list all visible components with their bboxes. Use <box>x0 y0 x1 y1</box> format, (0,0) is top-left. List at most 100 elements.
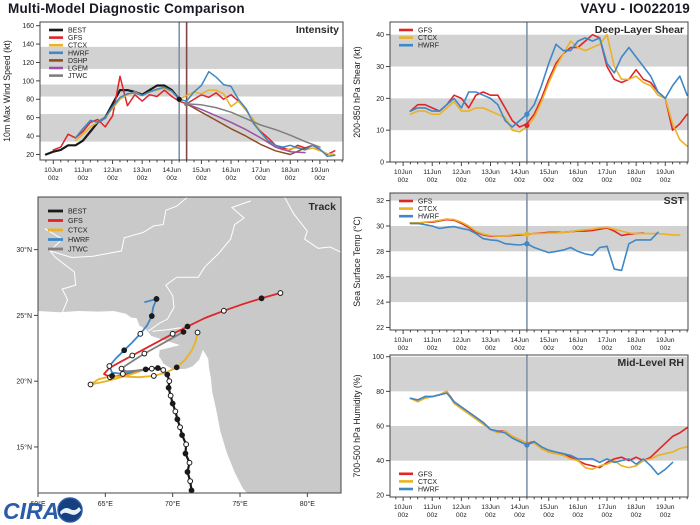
series-CTCX-line <box>409 218 681 237</box>
panel-sst: 22242628303210Jun00z11Jun00z12Jun00z13Ju… <box>352 192 689 352</box>
country-border <box>148 200 251 332</box>
x-tick-label-day: 14Jun <box>163 167 182 174</box>
band <box>40 46 343 69</box>
x-tick-label-day: 12Jun <box>452 337 471 344</box>
x-tick-label-hour: 00z <box>543 512 555 519</box>
y-tick-label: 0 <box>380 159 384 166</box>
series-CTCX-line <box>74 87 336 156</box>
y-tick-label: 40 <box>26 133 34 140</box>
lat-tick-label: 15°N <box>16 443 32 451</box>
track-marker-open <box>150 373 157 379</box>
x-tick-label-day: 14Jun <box>510 504 529 511</box>
track-marker-open <box>106 363 113 369</box>
x-tick-label-day: 16Jun <box>569 169 588 176</box>
series-HWRF-line <box>409 392 674 476</box>
plot-frame <box>39 21 344 161</box>
analysis-dot-HWRF <box>524 111 530 117</box>
legend-label-GFS: GFS <box>418 471 433 478</box>
x-tick-label-day: 19Jun <box>656 504 675 511</box>
track-marker-open <box>137 330 144 337</box>
x-tick-label-day: 17Jun <box>598 504 617 511</box>
shear-panel: 01020304010Jun00z11Jun00z12Jun00z13Jun00… <box>352 21 689 184</box>
rh-panel: 2040608010010Jun00z11Jun00z12Jun00z13Jun… <box>352 354 689 519</box>
panel-title: Intensity <box>296 24 339 36</box>
cira-logo-text: CIRA <box>3 498 59 524</box>
legend-label-JTWC: JTWC <box>68 73 87 80</box>
x-tick-label-hour: 00z <box>631 345 643 352</box>
track-marker-filled <box>179 432 185 439</box>
x-tick-label-day: 17Jun <box>598 169 617 176</box>
legend-label-HWRF: HWRF <box>418 43 439 50</box>
x-tick-label-day: 12Jun <box>452 169 471 176</box>
lon-tick-label: 75°E <box>232 500 248 508</box>
legend-label-HWRF: HWRF <box>418 214 439 221</box>
band <box>390 356 688 392</box>
plot-frame <box>389 21 689 163</box>
lon-tick-label: 80°E <box>300 500 316 508</box>
y-axis-title: Sea Surface Temp (°C) <box>352 216 362 306</box>
storm-title: VAYU - IO022019 <box>580 1 690 16</box>
analysis-dot-BEST <box>176 96 182 102</box>
track-marker-open <box>119 371 126 377</box>
band <box>390 34 688 67</box>
sst-panel: 22242628303210Jun00z11Jun00z12Jun00z13Ju… <box>352 192 689 352</box>
track-marker-filled <box>184 323 191 330</box>
track-marker-open <box>148 365 155 372</box>
x-tick-label-hour: 00z <box>427 177 439 184</box>
series-HWRF-line <box>74 70 336 158</box>
panel-title: Deep-Layer Shear <box>595 24 684 36</box>
band <box>40 84 343 97</box>
track-marker-open <box>277 290 284 296</box>
y-axis-title: 200-850 hPa Shear (kt) <box>352 46 362 138</box>
x-tick-label-day: 11Jun <box>423 169 441 176</box>
analysis-dot-CTCX <box>524 231 530 237</box>
legend-label-HWRF: HWRF <box>68 50 89 57</box>
x-tick-label-day: 18Jun <box>281 167 300 174</box>
x-tick-label-hour: 00z <box>631 512 643 519</box>
x-tick-label-day: 12Jun <box>452 504 471 511</box>
x-tick-label-hour: 00z <box>543 177 555 184</box>
track-marker-filled <box>169 400 176 407</box>
x-tick-label-hour: 00z <box>196 175 208 182</box>
x-tick-label-day: 13Jun <box>481 169 500 176</box>
track-marker-filled <box>188 487 195 493</box>
y-tick-label: 80 <box>26 97 34 104</box>
y-axis-title: 700-500 hPa Humidity (%) <box>352 374 362 477</box>
x-tick-label-hour: 00z <box>226 175 238 182</box>
track-marker-filled <box>184 469 191 475</box>
x-tick-label-hour: 00z <box>456 512 468 519</box>
x-tick-label-day: 15Jun <box>192 167 211 174</box>
x-tick-label-hour: 00z <box>660 345 672 352</box>
panel-title: Track <box>309 201 337 213</box>
track-marker-filled <box>165 384 172 391</box>
track-marker-open <box>167 392 174 399</box>
track-JTWC-line <box>120 331 184 373</box>
x-tick-label-day: 11Jun <box>74 167 92 174</box>
track-CTCX-line <box>89 332 199 386</box>
track-marker-filled <box>174 416 181 423</box>
lat-tick-label: 25°N <box>16 312 32 320</box>
x-tick-label-hour: 00z <box>514 345 526 352</box>
track-marker-open <box>186 459 193 466</box>
panel-title: Mid-Level RH <box>617 357 684 369</box>
band <box>390 426 688 461</box>
track-marker-filled <box>180 328 187 335</box>
y-tick-label: 140 <box>22 41 34 48</box>
x-tick-label-day: 18Jun <box>627 337 646 344</box>
y-tick-label: 160 <box>22 23 34 30</box>
track-marker-filled <box>182 450 189 457</box>
legend-label-CTCX: CTCX <box>418 206 437 213</box>
x-tick-label-day: 18Jun <box>627 504 646 511</box>
plot-frame <box>389 192 689 331</box>
lon-tick-label: 60°E <box>30 500 46 508</box>
y-tick-label: 30 <box>376 64 384 71</box>
x-tick-label-hour: 00z <box>456 345 468 352</box>
x-tick-label-hour: 00z <box>255 175 267 182</box>
x-tick-label-day: 19Jun <box>656 337 675 344</box>
track-marker-open <box>194 329 201 336</box>
panel-title: SST <box>664 195 685 207</box>
y-tick-label: 24 <box>376 299 384 306</box>
series-CTCX-line <box>409 33 688 147</box>
